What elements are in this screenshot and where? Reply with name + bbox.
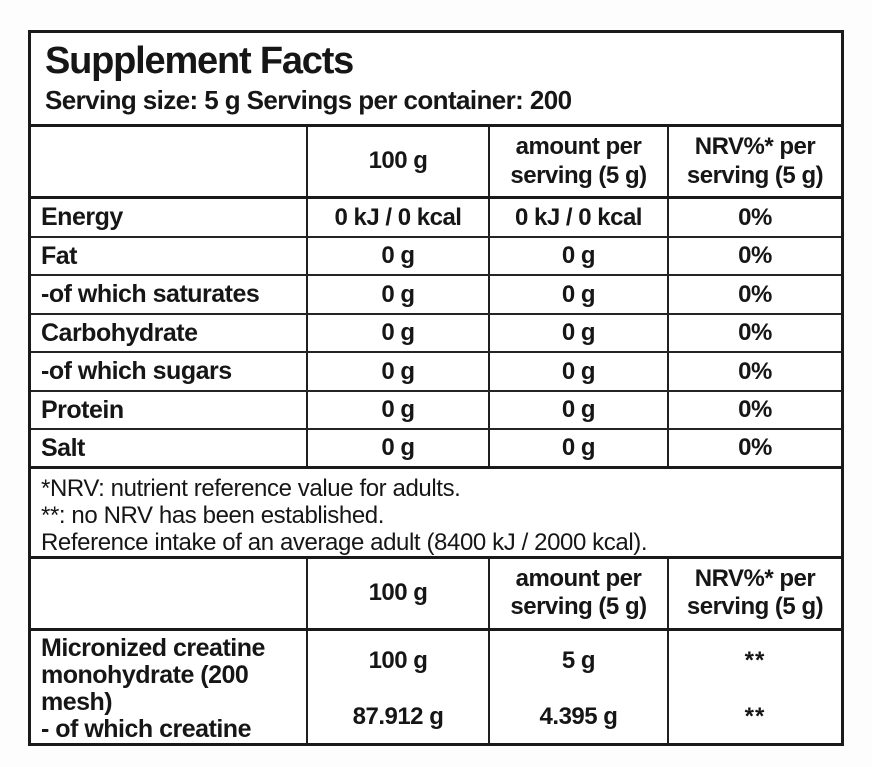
table-row-fat: Fat 0 g 0 g 0% (31, 237, 841, 277)
ingredient-section: Micronized creatine monohydrate (200 mes… (31, 631, 841, 744)
value-nrv: 0% (667, 391, 841, 429)
ingredient-nrv-column: ** ** (667, 631, 841, 744)
column-header-amount-per-serving: amount per serving (5 g) (488, 558, 667, 629)
value-per-serving: 0 g (488, 237, 667, 275)
value-per-serving: 0 g (488, 314, 667, 352)
column-header-row: 100 g amount per serving (5 g) NRV%* per… (31, 127, 841, 200)
nutrient-name: -of which sugars (41, 357, 232, 386)
footnote-no-nrv: **: no NRV has been established. (41, 501, 384, 529)
value-nrv: 0% (667, 276, 841, 313)
value-per-100g: 0 kJ / 0 kcal (306, 199, 488, 236)
column-header-blank (31, 559, 306, 628)
nutrient-name: Carbohydrate (41, 318, 198, 347)
column-header-100g: 100 g (306, 127, 488, 197)
ingredient-name-column: Micronized creatine monohydrate (200 mes… (31, 631, 306, 743)
ingredient-100g-column: 100 g 87.912 g (306, 631, 488, 744)
value-per-100g: 0 g (306, 391, 488, 429)
value-per-serving: 4.395 g (539, 703, 618, 731)
value-nrv: ** (744, 703, 766, 731)
value-per-serving: 0 g (488, 391, 667, 429)
table-row-energy: Energy 0 kJ / 0 kcal 0 kJ / 0 kcal 0% (31, 199, 841, 238)
nutrient-name: Protein (41, 395, 124, 424)
value-nrv: 0% (667, 314, 841, 352)
column-header-row-2: 100 g amount per serving (5 g) NRV%* per… (31, 558, 841, 632)
nutrient-name: Energy (41, 203, 123, 232)
table-row-protein: Protein 0 g 0 g 0% (31, 391, 841, 431)
footnote-block: *NRV: nutrient reference value for adult… (31, 469, 841, 559)
nutrient-name: -of which saturates (41, 280, 260, 309)
value-per-serving: 0 kJ / 0 kcal (488, 199, 667, 236)
column-header-amount-per-serving: amount per serving (5 g) (488, 127, 667, 197)
nutrient-name: Fat (41, 241, 78, 270)
supplement-facts-label: Supplement Facts Serving size: 5 g Servi… (28, 30, 844, 746)
table-row-saturates: -of which saturates 0 g 0 g 0% (31, 276, 841, 315)
value-nrv: 0% (667, 430, 841, 466)
footnote-nrv: *NRV: nutrient reference value for adult… (41, 474, 461, 502)
value-per-100g: 0 g (306, 314, 488, 352)
column-header-nrv-per-serving: NRV%* per serving (5 g) (667, 558, 841, 629)
nutrient-name: Salt (41, 433, 85, 462)
table-row-sugars: -of which sugars 0 g 0 g 0% (31, 353, 841, 392)
value-per-100g: 0 g (306, 353, 488, 390)
column-header-100g: 100 g (306, 558, 488, 629)
column-header-blank (31, 127, 306, 196)
value-per-100g: 87.912 g (352, 703, 444, 731)
value-per-serving: 0 g (488, 353, 667, 390)
ingredient-serving-column: 5 g 4.395 g (488, 631, 667, 744)
serving-info: Serving size: 5 g Servings per container… (45, 84, 572, 115)
ingredient-name: Micronized creatine monohydrate (200 mes… (41, 634, 265, 717)
value-per-serving: 0 g (488, 430, 667, 466)
value-nrv: 0% (667, 199, 841, 236)
value-nrv: ** (744, 647, 766, 675)
ingredient-name: - of which creatine (41, 715, 251, 744)
page-title: Supplement Facts (45, 40, 354, 82)
value-nrv: 0% (667, 237, 841, 275)
value-per-serving: 0 g (488, 276, 667, 313)
value-per-100g: 0 g (306, 276, 488, 313)
column-header-nrv-per-serving: NRV%* per serving (5 g) (667, 127, 841, 197)
value-per-100g: 0 g (306, 430, 488, 466)
title-block: Supplement Facts Serving size: 5 g Servi… (31, 33, 841, 128)
value-per-100g: 0 g (306, 237, 488, 275)
value-nrv: 0% (667, 353, 841, 390)
footnote-reference-intake: Reference intake of an average adult (84… (41, 528, 648, 556)
table-row-salt: Salt 0 g 0 g 0% (31, 430, 841, 469)
value-per-100g: 100 g (368, 647, 428, 675)
table-row-carbohydrate: Carbohydrate 0 g 0 g 0% (31, 314, 841, 354)
value-per-serving: 5 g (561, 647, 596, 675)
